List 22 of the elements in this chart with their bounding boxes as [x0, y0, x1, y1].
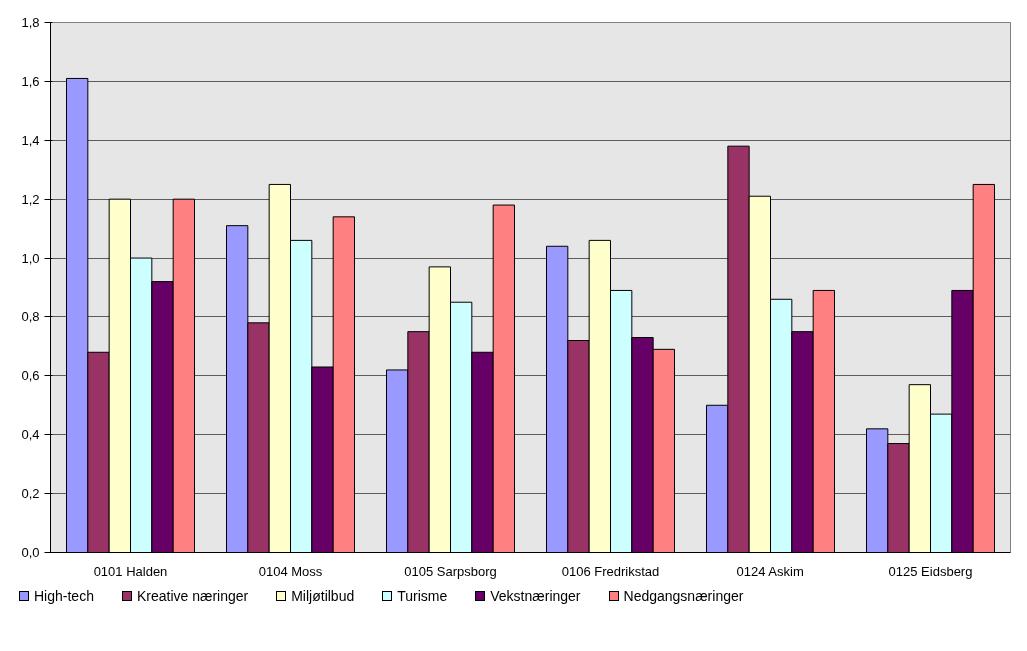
x-tick-label: 0104 Moss: [258, 563, 323, 579]
x-tick-label: 0101 Halden: [93, 563, 168, 579]
y-tick-label: 0,0: [21, 545, 40, 560]
x-tick-label: 0124 Askim: [736, 563, 804, 579]
y-tick-label: 1,4: [21, 132, 40, 148]
y-tick-label: 1,0: [21, 250, 40, 266]
y-tick-label: 0,2: [21, 486, 40, 502]
y-tick-label: 0,8: [21, 309, 40, 325]
x-tick-label: 0106 Fredrikstad: [561, 563, 660, 579]
legend-label: Turisme: [397, 587, 448, 606]
y-tick-label: 0,4: [21, 427, 40, 443]
legend-label: Miljøtilbud: [291, 587, 355, 606]
legend-label: High-tech: [34, 587, 94, 606]
x-tick-label: 0105 Sarpsborg: [404, 563, 497, 579]
x-tick-label: 0125 Eidsberg: [888, 563, 973, 579]
legend-label: Kreative næringer: [136, 587, 249, 606]
legend-label: Nedgangsnæringer: [623, 587, 744, 606]
y-tick-label: 1,2: [21, 191, 40, 207]
legend-label: Vekstnæringer: [490, 587, 581, 606]
y-tick-label: 0,6: [21, 368, 40, 384]
y-tick-label: 1,8: [21, 15, 40, 30]
y-tick-label: 1,6: [21, 73, 40, 89]
